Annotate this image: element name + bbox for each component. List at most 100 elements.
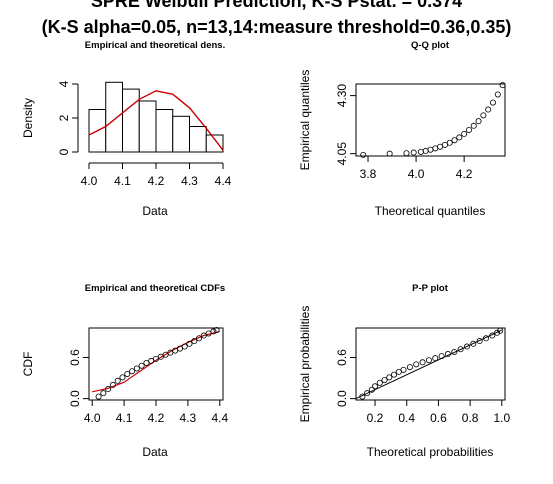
panel-4-x-tick-label: 0.2: [367, 411, 384, 425]
qq-point: [485, 106, 492, 113]
empirical-cdf-point: [148, 357, 155, 364]
panel-2-xlabel: Theoretical quantiles: [375, 204, 486, 218]
empirical-cdf-point: [95, 393, 102, 400]
panel-1-title: Empirical and theoretical dens.: [85, 40, 225, 51]
pp-point: [451, 348, 458, 355]
qq-point: [465, 126, 472, 133]
empirical-cdf-point: [167, 349, 174, 356]
empirical-cdf-point: [210, 328, 217, 335]
qq-point: [480, 112, 487, 119]
qq-point: [410, 149, 417, 156]
pp-point: [419, 359, 426, 366]
panel-4-x-tick-label: 0.6: [430, 411, 447, 425]
qq-point: [417, 148, 424, 155]
panel-1-x-tick-label: 4.2: [148, 174, 165, 188]
histogram-bar: [189, 126, 207, 153]
panel-1-x-tick-label: 4.1: [114, 174, 131, 188]
panel-2-y-tick-label: 4.30: [335, 84, 349, 108]
pp-point: [463, 343, 470, 350]
panel-3-x-tick-label: 4.0: [84, 411, 101, 425]
panel-3-x-tick-label: 4.1: [116, 411, 133, 425]
empirical-cdf-point: [196, 335, 203, 342]
panel-2-ylabel: Empirical quantiles: [298, 70, 312, 171]
pp-reference-line: [355, 329, 503, 400]
panel-1-y-tick-label: 2: [57, 114, 71, 121]
histogram-bar: [205, 134, 224, 153]
qq-point: [446, 139, 453, 146]
panel-1-x-tick-label: 4.0: [81, 174, 98, 188]
panel-2-x-tick-label: 4.2: [456, 167, 473, 181]
panel-2-y-tick-label: 4.05: [335, 142, 349, 166]
qq-point: [403, 150, 410, 157]
pp-point: [482, 335, 489, 342]
empirical-cdf-point: [124, 370, 131, 377]
qq-point: [475, 118, 482, 125]
figure-title: SPRE Weibull Prediction, K-S Pstat. = 0.…: [90, 0, 463, 11]
panel-4-y-tick-label: 0.6: [335, 349, 349, 366]
pp-point: [457, 346, 464, 353]
panel-1-y-tick-label: 0: [57, 148, 71, 155]
panel-3-x-tick-label: 4.4: [211, 411, 228, 425]
empirical-cdf-point: [138, 362, 145, 369]
pp-point: [386, 374, 393, 381]
qq-point: [461, 130, 468, 137]
pp-point: [400, 366, 407, 373]
empirical-cdf-point: [133, 365, 140, 372]
panel-3-x-tick-label: 4.3: [180, 411, 197, 425]
histogram-bar: [105, 81, 123, 153]
histogram-bar: [122, 88, 140, 153]
pp-point: [359, 393, 366, 400]
panel-3-y-tick-label: 0.6: [68, 349, 82, 366]
empirical-cdf-point: [181, 343, 188, 350]
empirical-cdf-point: [157, 353, 164, 360]
panel-3-y-tick-label: 0.0: [68, 390, 82, 407]
panel-4-ylabel: Empirical probabilities: [298, 306, 312, 423]
panel-4-title: P-P plot: [412, 283, 449, 294]
qq-point: [494, 91, 501, 98]
panel-1-x-tick-label: 4.4: [215, 174, 232, 188]
qq-point: [499, 82, 506, 89]
pp-point: [476, 338, 483, 345]
panel-2-title: Q-Q plot: [411, 40, 450, 51]
empirical-cdf-point: [143, 359, 150, 366]
empirical-cdf-point: [191, 338, 198, 345]
panel-1-ylabel: Density: [21, 98, 35, 138]
empirical-cdf-point: [162, 351, 169, 358]
histogram-bar: [138, 100, 157, 153]
empirical-cdf-point: [105, 386, 112, 393]
histogram-bar: [172, 115, 190, 153]
qq-point: [451, 137, 458, 144]
pp-point: [381, 377, 388, 384]
empirical-cdf-point: [186, 340, 193, 347]
empirical-cdf-point: [100, 390, 107, 397]
panel-4-y-tick-label: 0.0: [335, 390, 349, 407]
panel-4-x-tick-label: 1.0: [493, 411, 510, 425]
pp-point: [497, 327, 504, 334]
panel-3-title: Empirical and theoretical CDFs: [85, 283, 225, 294]
empirical-cdf-point: [129, 368, 136, 375]
empirical-cdf-point: [176, 345, 183, 352]
pp-point: [372, 383, 379, 390]
panel-4-xlabel: Theoretical probabilities: [367, 445, 494, 459]
qq-point: [470, 122, 477, 129]
empirical-cdf-point: [119, 374, 126, 381]
pp-point: [391, 371, 398, 378]
empirical-cdf-point: [205, 330, 212, 337]
qq-point: [489, 99, 496, 106]
panel-1-xlabel: Data: [142, 204, 168, 218]
pp-point: [368, 386, 375, 393]
figure-subtitle: (K-S alpha=0.05, n=13,14:measure thresho…: [41, 17, 512, 37]
pp-point: [406, 364, 413, 371]
empirical-cdf-point: [114, 377, 121, 384]
pp-point: [364, 390, 371, 397]
pp-point: [425, 357, 432, 364]
empirical-cdf-point: [109, 381, 116, 388]
panel-3-x-tick-label: 4.2: [148, 411, 165, 425]
panel-1-y-tick-label: 4: [57, 80, 71, 87]
pp-point: [444, 351, 451, 358]
qq-point: [441, 141, 448, 148]
panel-1-x-tick-label: 4.3: [181, 174, 198, 188]
panel-3-frame: [88, 327, 224, 401]
histogram-bar: [155, 109, 174, 153]
